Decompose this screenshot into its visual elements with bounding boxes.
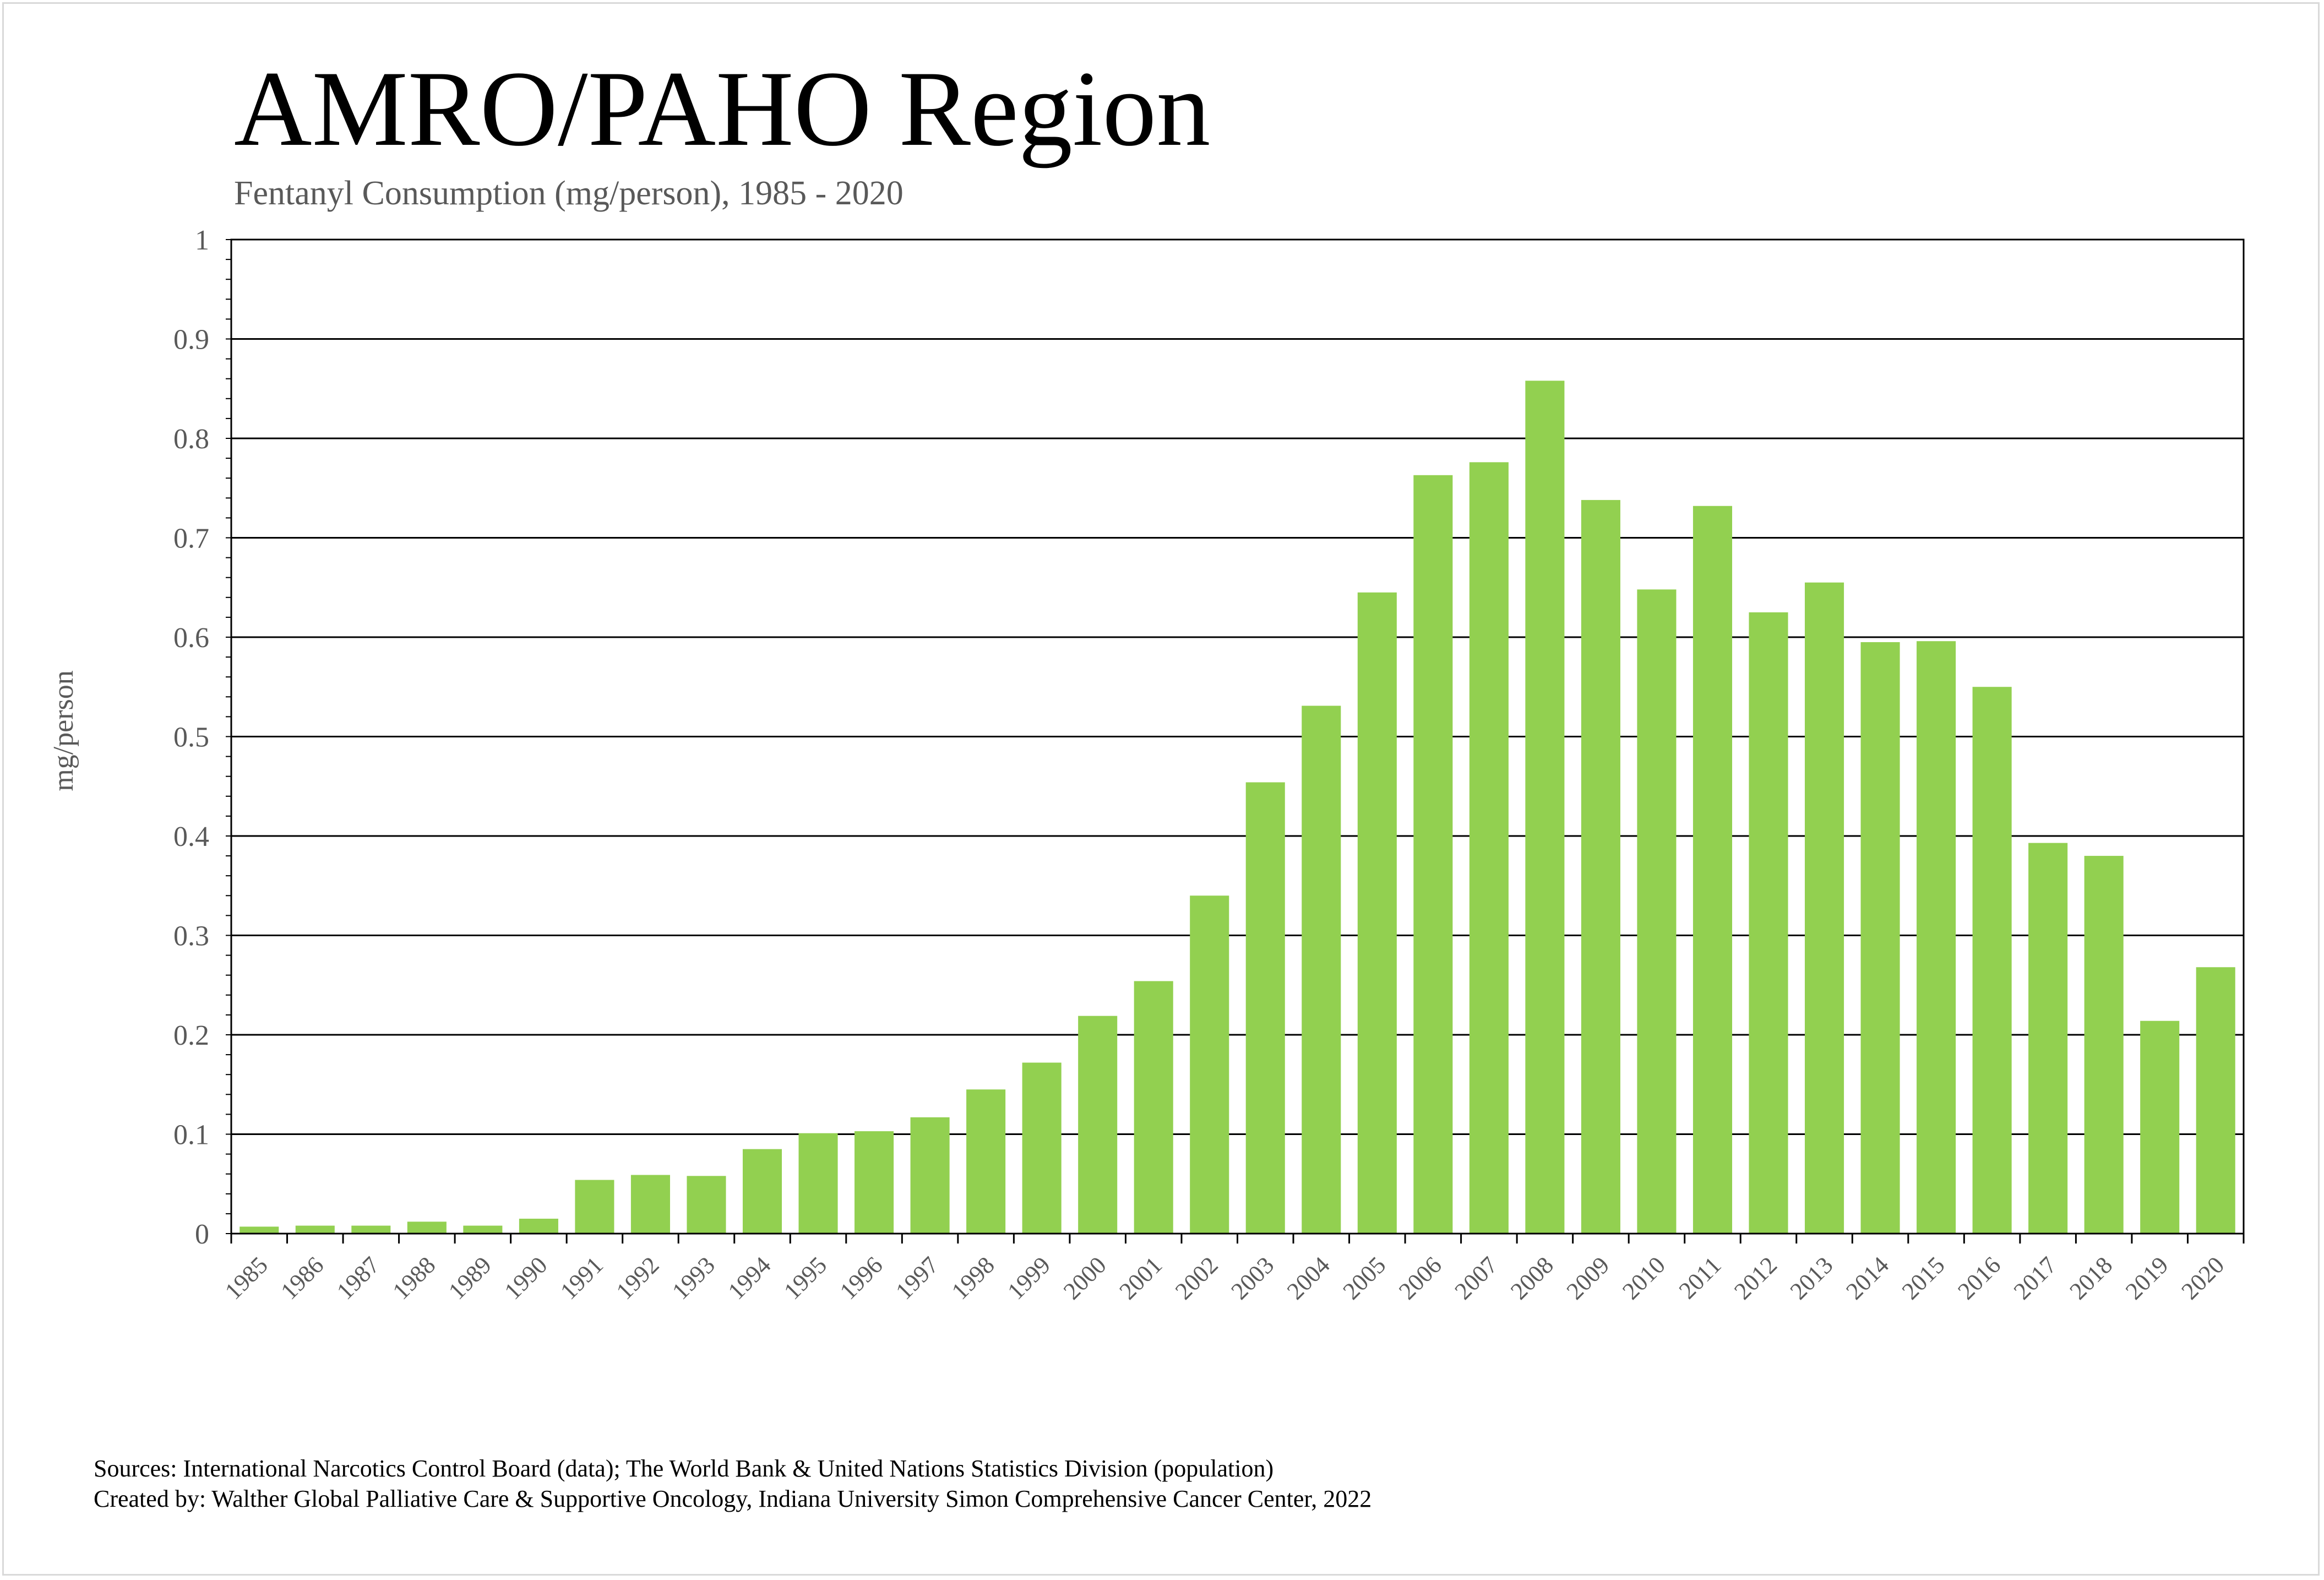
x-tick-label: 1997 [890,1251,944,1305]
x-tick-labels: 1985 1986 1987 1988 1989 1990 1991 1992 1993 1994… [220,1251,2229,1305]
bar-2004 [1302,705,1341,1234]
x-tick-label: 2018 [2064,1251,2118,1305]
bar-1993 [687,1176,726,1234]
bar-2014 [1860,642,1900,1234]
y-tick-label: 1 [195,225,209,256]
x-tick-label: 1990 [499,1251,553,1305]
bar-1988 [407,1221,447,1234]
x-tick-label: 2020 [2176,1251,2229,1305]
x-tick-label: 1994 [723,1251,776,1305]
bar-1992 [630,1175,670,1234]
bar-2019 [2140,1020,2180,1234]
x-tick-label: 1989 [443,1251,497,1305]
x-tick-label: 1995 [779,1251,832,1305]
y-tick-label: 0.3 [173,921,209,952]
bar-2010 [1637,589,1677,1234]
bar-2020 [2196,967,2235,1234]
bar-2000 [1078,1016,1118,1234]
bar-2007 [1469,462,1509,1234]
y-tick-label: 0.5 [173,722,209,753]
bar-1986 [295,1225,335,1234]
x-tick-label: 1996 [835,1251,888,1305]
bar-1998 [966,1089,1006,1234]
footer-sources: Sources: International Narcotics Control… [94,1455,1274,1482]
bar-2001 [1134,981,1173,1234]
x-tick-label: 2007 [1450,1251,1503,1305]
axes [226,238,2245,1244]
x-tick-label: 2014 [1841,1251,1894,1305]
bar-1996 [855,1131,894,1234]
y-tick-label: 0.4 [173,821,209,853]
bar-1994 [742,1149,782,1234]
bars [240,381,2235,1234]
x-tick-label: 2005 [1338,1251,1391,1305]
x-tick-label: 1988 [388,1251,441,1305]
y-tick-label: 0.7 [173,523,209,555]
bar-1985 [240,1226,279,1234]
footer-created-by: Created by: Walther Global Palliative Ca… [94,1485,1372,1512]
bar-1987 [351,1225,391,1234]
bar-2009 [1581,499,1620,1234]
bar-2003 [1245,782,1285,1234]
x-tick-label: 2003 [1226,1251,1279,1305]
x-tick-label: 2002 [1170,1251,1223,1305]
bar-2006 [1413,475,1453,1234]
y-tick-label: 0.2 [173,1020,209,1051]
x-tick-label: 2017 [2009,1251,2062,1305]
x-tick-label: 2001 [1114,1251,1167,1305]
bar-2005 [1357,592,1397,1234]
bar-2008 [1525,381,1565,1234]
x-tick-label: 1998 [946,1251,1000,1305]
x-tick-label: 2019 [2120,1251,2174,1305]
x-tick-label: 2016 [1952,1251,2006,1305]
bar-2013 [1805,582,1844,1234]
x-tick-label: 2006 [1394,1251,1447,1305]
bar-1989 [463,1225,503,1234]
x-tick-label: 1993 [667,1251,720,1305]
bar-1990 [519,1218,558,1234]
x-tick-label: 2008 [1505,1251,1559,1305]
x-tick-label: 2010 [1617,1251,1670,1305]
bar-1991 [575,1180,614,1234]
bar-2015 [1917,641,1956,1234]
y-tick-label: 0.6 [173,622,209,654]
x-tick-label: 1986 [275,1251,329,1305]
x-tick-label: 2013 [1785,1251,1838,1305]
y-tick-labels: 0 0.1 0.2 0.3 0.4 0.5 0.6 0.7 0.8 0.9 1 [173,225,209,1250]
bar-1999 [1022,1062,1062,1234]
x-tick-label: 1991 [555,1251,608,1305]
x-tick-label: 2011 [1674,1251,1727,1304]
bar-2017 [2028,843,2068,1234]
bar-2012 [1749,612,1788,1234]
x-tick-label: 2000 [1058,1251,1112,1305]
y-axis-label: mg/person [48,670,79,791]
bar-2018 [2084,856,2124,1234]
x-tick-label: 2015 [1897,1251,1950,1305]
x-tick-label: 1992 [611,1251,665,1305]
x-tick-label: 2009 [1561,1251,1615,1305]
bar-2011 [1692,506,1733,1234]
x-tick-label: 2004 [1282,1251,1335,1305]
chart-title: AMRO/PAHO Region [234,49,1211,169]
x-tick-label: 1999 [1002,1251,1055,1305]
x-tick-label: 1987 [331,1251,385,1305]
y-tick-label: 0 [195,1219,209,1250]
bar-1995 [798,1133,838,1234]
y-tick-label: 0.9 [173,324,209,356]
bar-1997 [910,1117,950,1234]
bar-2002 [1190,895,1229,1234]
bar-2016 [1972,687,2012,1234]
x-tick-label: 2012 [1729,1251,1782,1305]
y-tick-label: 0.1 [173,1120,209,1151]
y-tick-label: 0.8 [173,423,209,455]
chart-subtitle: Fentanyl Consumption (mg/person), 1985 -… [234,175,904,212]
x-tick-label: 1985 [220,1251,273,1305]
